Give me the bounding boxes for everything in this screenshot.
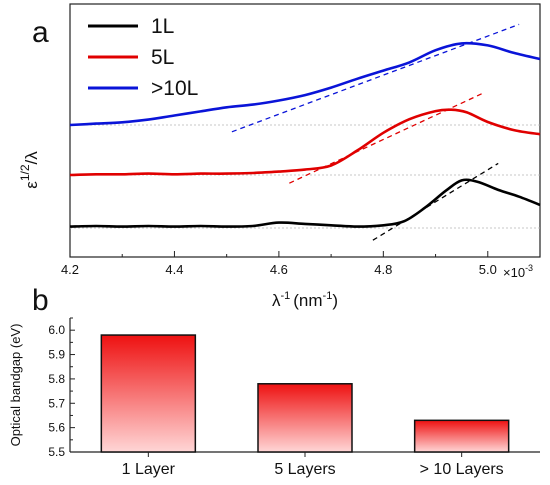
panel-a-x-ticks: 4.2 4.4 4.6 4.8 5.0 — [61, 251, 497, 277]
panel-a-frame — [69, 3, 541, 258]
y-tick-label: 5.5 — [48, 445, 65, 459]
panel-a-series — [69, 41, 541, 228]
series-line-10l — [69, 41, 541, 127]
fit-line-10l — [231, 23, 520, 133]
legend: 1L 5L >10L — [88, 15, 198, 100]
legend-label-1l: 1L — [151, 15, 174, 38]
x-tick-label: 4.6 — [270, 262, 288, 277]
x-tick-label: 4.8 — [374, 262, 392, 277]
panel-b-y-ticks: 5.5 5.6 5.7 5.8 5.9 6.0 — [48, 317, 75, 459]
panel-a-y-label: ε1/2/λ — [18, 151, 41, 189]
y-tick-label: 5.6 — [48, 421, 65, 435]
y-tick-label: 5.7 — [48, 396, 65, 410]
y-tick-label: 5.9 — [48, 348, 65, 362]
panel-b-categories: 1 Layer 5 Layers > 10 Layers — [122, 452, 504, 478]
category-label: 1 Layer — [122, 461, 176, 478]
panel-a-x-multiplier: ×10-3 — [503, 263, 533, 280]
panel-b-bars — [100, 334, 510, 453]
panel-a-label: a — [32, 16, 49, 49]
bar-1 — [100, 334, 197, 453]
panel-a-baselines — [70, 124, 540, 229]
legend-label-5l: 5L — [151, 46, 174, 69]
fit-line-5l — [289, 92, 483, 184]
x-tick-label: 4.2 — [61, 262, 79, 277]
panel-b-y-label: Optical bandgap (eV) — [8, 324, 23, 447]
panel-a-x-label: λ-1 (nm-1) — [272, 290, 338, 310]
legend-label-10l: >10L — [151, 77, 198, 100]
x-tick-label: 4.4 — [165, 262, 183, 277]
series-line-1l — [69, 178, 541, 228]
fit-line-1l — [372, 162, 499, 241]
y-tick-label: 5.8 — [48, 372, 65, 386]
panel-b-label: b — [32, 284, 49, 317]
category-label: > 10 Layers — [420, 461, 504, 478]
category-label: 5 Layers — [274, 461, 335, 478]
x-tick-label: 5.0 — [479, 262, 497, 277]
bar-2 — [257, 383, 353, 453]
series-line-5l — [69, 108, 541, 177]
y-tick-label: 6.0 — [48, 323, 65, 337]
panel-a-fit-lines — [231, 23, 520, 241]
bar-3 — [413, 419, 510, 453]
